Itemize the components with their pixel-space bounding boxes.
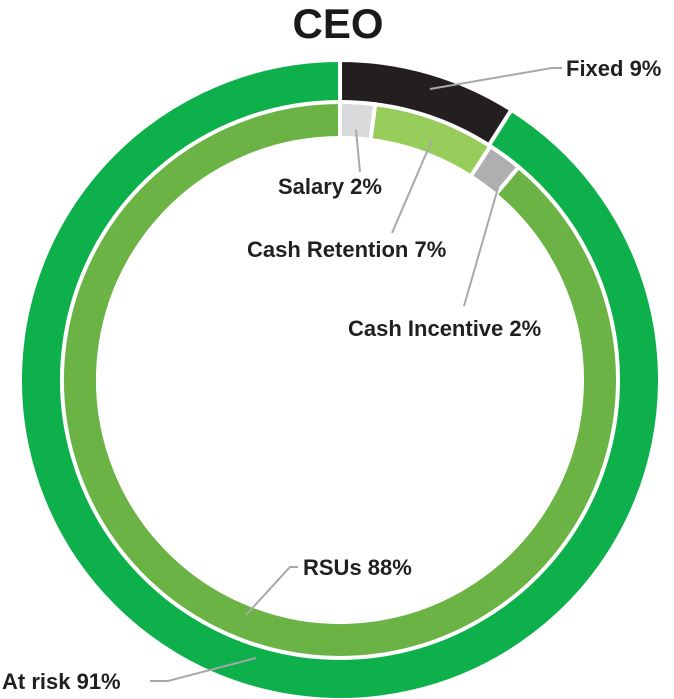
leader-salary xyxy=(355,129,361,173)
leader-cash-retention xyxy=(391,139,433,234)
inner-slice-rsus-88 xyxy=(60,99,620,660)
leader-at-risk xyxy=(150,657,257,682)
leader-fixed xyxy=(429,67,562,90)
label-rsus: RSUs 88% xyxy=(303,555,412,580)
chart-title: CEO xyxy=(292,0,383,47)
outer-ring xyxy=(18,57,662,699)
leader-rsus xyxy=(245,566,298,616)
inner-ring xyxy=(60,99,620,660)
label-salary: Salary 2% xyxy=(278,174,382,199)
label-fixed: Fixed 9% xyxy=(566,56,661,81)
label-at-risk: At risk 91% xyxy=(2,669,121,694)
leader-cash-incentive xyxy=(463,187,499,307)
label-cash-incentive: Cash Incentive 2% xyxy=(348,316,541,341)
label-cash-retention: Cash Retention 7% xyxy=(247,237,446,262)
outer-slice-at-risk-91 xyxy=(18,57,662,699)
